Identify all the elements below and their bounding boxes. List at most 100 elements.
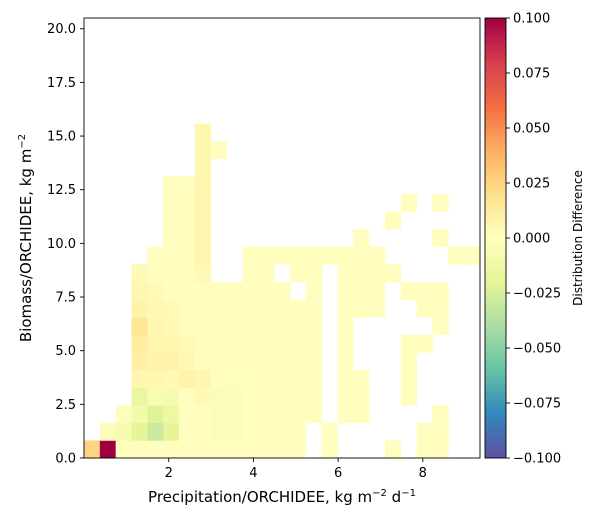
heatmap-cell bbox=[258, 282, 275, 300]
colorbar-tick-label: 0.025 bbox=[513, 177, 550, 192]
heatmap-cell bbox=[210, 141, 227, 160]
heatmap-cell bbox=[226, 317, 243, 336]
heatmap-cell bbox=[432, 194, 449, 212]
heatmap-cell bbox=[210, 422, 227, 441]
colorbar-tick-label: −0.050 bbox=[513, 342, 561, 357]
heatmap-cell bbox=[194, 334, 212, 353]
heatmap-cell bbox=[194, 352, 212, 371]
heatmap-cell bbox=[305, 246, 322, 265]
y-tick-label: 0.0 bbox=[55, 452, 76, 467]
heatmap-cell bbox=[400, 194, 417, 212]
heatmap-cell bbox=[163, 194, 180, 212]
heatmap-cell bbox=[242, 334, 259, 353]
heatmap-cell bbox=[131, 334, 148, 353]
colorbar-tick-label: 0.050 bbox=[513, 122, 550, 137]
heatmap-cell bbox=[179, 229, 196, 248]
y-axis-label: Biomass/ORCHIDEE, kg m−2 bbox=[17, 134, 35, 342]
heatmap-cell bbox=[163, 405, 180, 424]
heatmap-cell bbox=[179, 352, 196, 371]
heatmap-cell bbox=[337, 334, 354, 353]
heatmap-cell bbox=[194, 422, 212, 441]
heatmap-cell bbox=[84, 440, 101, 459]
heatmap-cell bbox=[179, 282, 196, 300]
heatmap-cell bbox=[289, 352, 307, 371]
heatmap-cell bbox=[242, 422, 259, 441]
heatmap-cell bbox=[163, 176, 180, 195]
heatmap-cell bbox=[131, 352, 148, 371]
heatmap-cell bbox=[194, 282, 212, 300]
x-tick-label: 8 bbox=[419, 466, 427, 481]
y-tick-label: 20.0 bbox=[47, 22, 76, 37]
heatmap-cell bbox=[258, 405, 275, 424]
heatmap-cell bbox=[179, 422, 196, 441]
heatmap-cell bbox=[369, 282, 386, 300]
heatmap-cell bbox=[179, 176, 196, 195]
heatmap-cell bbox=[115, 440, 132, 459]
heatmap-cell bbox=[194, 405, 212, 424]
heatmap-cell bbox=[194, 123, 212, 142]
heatmap-cell bbox=[258, 317, 275, 336]
heatmap-cell bbox=[163, 422, 180, 441]
heatmap-cell bbox=[464, 246, 481, 265]
heatmap-cell bbox=[163, 299, 180, 318]
heatmap-cell bbox=[147, 246, 164, 265]
heatmap-cell bbox=[194, 176, 212, 195]
heatmap-cell bbox=[274, 282, 291, 300]
heatmap-cell bbox=[289, 422, 307, 441]
heatmap-cell bbox=[163, 440, 180, 459]
heatmap-cell bbox=[179, 334, 196, 353]
heatmap-cell bbox=[242, 282, 259, 300]
heatmap-cell bbox=[384, 440, 402, 459]
heatmap-cell bbox=[353, 282, 370, 300]
y-tick-label: 5.0 bbox=[55, 344, 76, 359]
heatmap-cell bbox=[258, 440, 275, 459]
heatmap-cell bbox=[305, 387, 322, 406]
heatmap-cell bbox=[416, 282, 433, 300]
heatmap-cell bbox=[400, 334, 417, 353]
heatmap-cell bbox=[274, 352, 291, 371]
y-tick-label: 15.0 bbox=[47, 130, 76, 145]
heatmap-cell bbox=[353, 264, 370, 283]
heatmap-cell bbox=[416, 440, 433, 459]
y-tick-label: 10.0 bbox=[47, 237, 76, 252]
heatmap-cell bbox=[337, 317, 354, 336]
heatmap-cell bbox=[337, 352, 354, 371]
heatmap-cell bbox=[289, 440, 307, 459]
heatmap-cell bbox=[147, 317, 164, 336]
heatmap-cell bbox=[305, 370, 322, 388]
heatmap-cell bbox=[305, 352, 322, 371]
heatmap-cell bbox=[274, 334, 291, 353]
heatmap-cell bbox=[432, 229, 449, 248]
heatmap-cell bbox=[226, 440, 243, 459]
heatmap-cell bbox=[226, 387, 243, 406]
heatmap-cell bbox=[353, 405, 370, 424]
heatmap-cell bbox=[131, 282, 148, 300]
heatmap-cell bbox=[210, 440, 227, 459]
heatmap-cell bbox=[99, 440, 117, 459]
heatmap-cell bbox=[194, 370, 212, 388]
plot-frame bbox=[83, 17, 481, 459]
heatmap-cell bbox=[384, 211, 402, 230]
heatmap-cell bbox=[337, 282, 354, 300]
heatmap-cell bbox=[432, 299, 449, 318]
heatmap-cell bbox=[321, 440, 338, 459]
heatmap-cell bbox=[210, 387, 227, 406]
heatmap-cell bbox=[305, 299, 322, 318]
colorbar bbox=[484, 17, 507, 459]
heatmap-cell bbox=[194, 317, 212, 336]
heatmap-cell bbox=[179, 405, 196, 424]
heatmap-cell bbox=[131, 422, 148, 441]
heatmap-cell bbox=[147, 405, 164, 424]
heatmap-cell bbox=[179, 246, 196, 265]
heatmap-cell bbox=[353, 229, 370, 248]
heatmap-cell bbox=[210, 334, 227, 353]
heatmap-cell bbox=[337, 299, 354, 318]
heatmap-cell bbox=[258, 387, 275, 406]
heatmap-cell bbox=[289, 246, 307, 265]
heatmap-cell bbox=[163, 229, 180, 248]
heatmap-cell bbox=[226, 370, 243, 388]
heatmap-cell bbox=[274, 246, 291, 265]
x-axis-label: Precipitation/ORCHIDEE, kg m−2 d−1 bbox=[148, 488, 416, 506]
heatmap-cell bbox=[274, 405, 291, 424]
heatmap-cell bbox=[194, 141, 212, 160]
